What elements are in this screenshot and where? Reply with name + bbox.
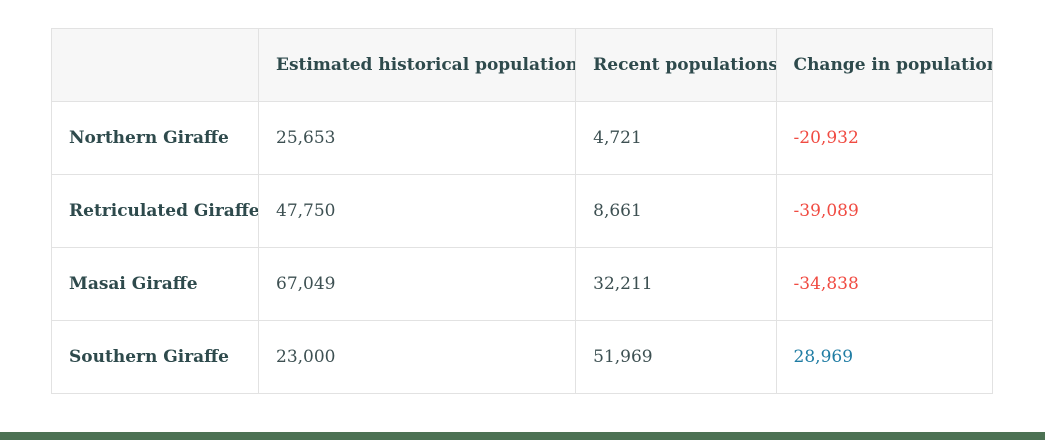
recent-cell: 32,211 (575, 247, 777, 321)
table-row: Southern Giraffe 23,000 51,969 28,969 (50, 320, 994, 394)
footer-divider-bar (0, 432, 1045, 440)
table-header-row: Estimated historical populations Recent … (50, 28, 994, 102)
table-row: Masai Giraffe 67,049 32,211 -34,838 (50, 247, 994, 321)
recent-cell: 8,661 (575, 174, 777, 248)
recent-cell: 51,969 (575, 320, 777, 394)
change-cell: -20,932 (775, 101, 994, 175)
species-cell: Southern Giraffe (50, 320, 260, 394)
table-row: Retriculated Giraffe 47,750 8,661 -39,08… (50, 174, 994, 248)
change-cell: -39,089 (775, 174, 994, 248)
species-cell: Retriculated Giraffe (50, 174, 260, 248)
historical-cell: 47,750 (258, 174, 577, 248)
header-species-cell (50, 28, 260, 102)
historical-cell: 23,000 (258, 320, 577, 394)
change-cell: 28,969 (775, 320, 994, 394)
header-change-cell: Change in population (775, 28, 994, 102)
giraffe-population-table: Estimated historical populations Recent … (50, 28, 994, 394)
header-historical-cell: Estimated historical populations (258, 28, 577, 102)
table-row: Estimated historical populations Recent … (50, 28, 994, 102)
change-cell: -34,838 (775, 247, 994, 321)
historical-cell: 25,653 (258, 101, 577, 175)
table-row: Northern Giraffe 25,653 4,721 -20,932 (50, 101, 994, 175)
header-recent-cell: Recent populations (575, 28, 777, 102)
species-cell: Northern Giraffe (50, 101, 260, 175)
historical-cell: 67,049 (258, 247, 577, 321)
recent-cell: 4,721 (575, 101, 777, 175)
table-body: Northern Giraffe 25,653 4,721 -20,932 Re… (50, 101, 994, 394)
species-cell: Masai Giraffe (50, 247, 260, 321)
